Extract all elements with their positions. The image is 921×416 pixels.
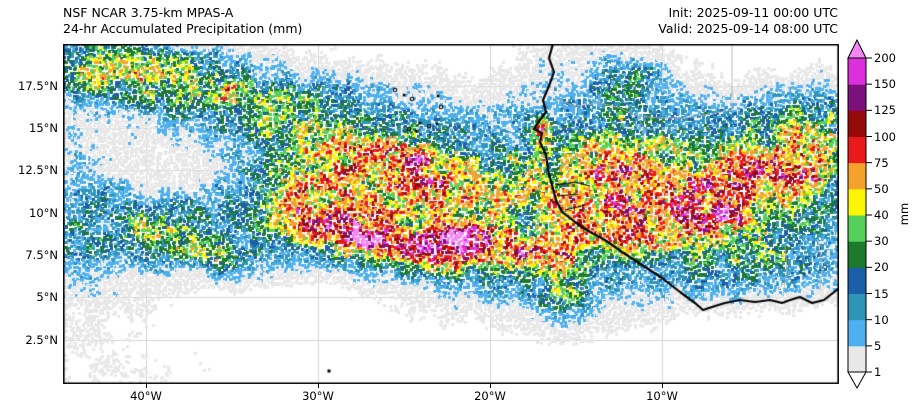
colorbar-over-arrow	[847, 38, 867, 59]
y-tick-label: 15°N	[29, 121, 58, 135]
colorbar-tick-label: 15	[874, 286, 889, 301]
x-tick-mark	[146, 384, 147, 388]
x-tick-label: 40°W	[130, 389, 162, 403]
y-tick-label: 7.5°N	[25, 248, 58, 262]
y-tick-label: 5°N	[36, 290, 58, 304]
colorbar-tick-label: 200	[874, 51, 896, 65]
x-tick-mark	[490, 384, 491, 388]
title-line-2: 24-hr Accumulated Precipitation (mm)	[63, 21, 303, 36]
colorbar-tick-label: 150	[874, 77, 896, 92]
colorbar-tick-label: 75	[874, 155, 889, 170]
y-tick-label: 12.5°N	[18, 163, 58, 177]
title-line-1: NSF NCAR 3.75-km MPAS-A	[63, 5, 234, 20]
run-info: Init: 2025-09-11 00:00 UTC Valid: 2025-0…	[500, 5, 838, 37]
x-tick-label: 10°W	[646, 389, 678, 403]
x-tick-label: 20°W	[474, 389, 506, 403]
colorbar-tick-label: 10	[874, 312, 889, 327]
init-time-label: Init: 2025-09-11 00:00 UTC	[668, 5, 838, 20]
colorbar-tick-label: 5	[874, 338, 882, 353]
colorbar-bar	[847, 38, 872, 390]
colorbar-tick-label: 1	[874, 365, 882, 379]
x-tick-label: 30°W	[302, 389, 334, 403]
figure-title: NSF NCAR 3.75-km MPAS-A 24-hr Accumulate…	[63, 5, 302, 37]
colorbar-tick-label: 20	[874, 260, 889, 275]
colorbar-tick-label: 50	[874, 181, 889, 196]
x-tick-mark	[318, 384, 319, 388]
colorbar-under-arrow	[847, 371, 867, 390]
colorbar-tick-label: 40	[874, 208, 889, 222]
colorbar-tick-label: 125	[874, 103, 896, 118]
y-tick-label: 10°N	[29, 206, 58, 220]
y-tick-label: 17.5°N	[18, 79, 58, 93]
map-canvas	[63, 44, 839, 384]
valid-time-label: Valid: 2025-09-14 08:00 UTC	[658, 21, 838, 36]
colorbar-unit-label: mm	[897, 202, 912, 226]
colorbar-tick-label: 100	[874, 129, 896, 144]
y-tick-label: 2.5°N	[25, 333, 58, 347]
x-tick-mark	[662, 384, 663, 388]
colorbar-tick-label: 30	[874, 234, 889, 249]
